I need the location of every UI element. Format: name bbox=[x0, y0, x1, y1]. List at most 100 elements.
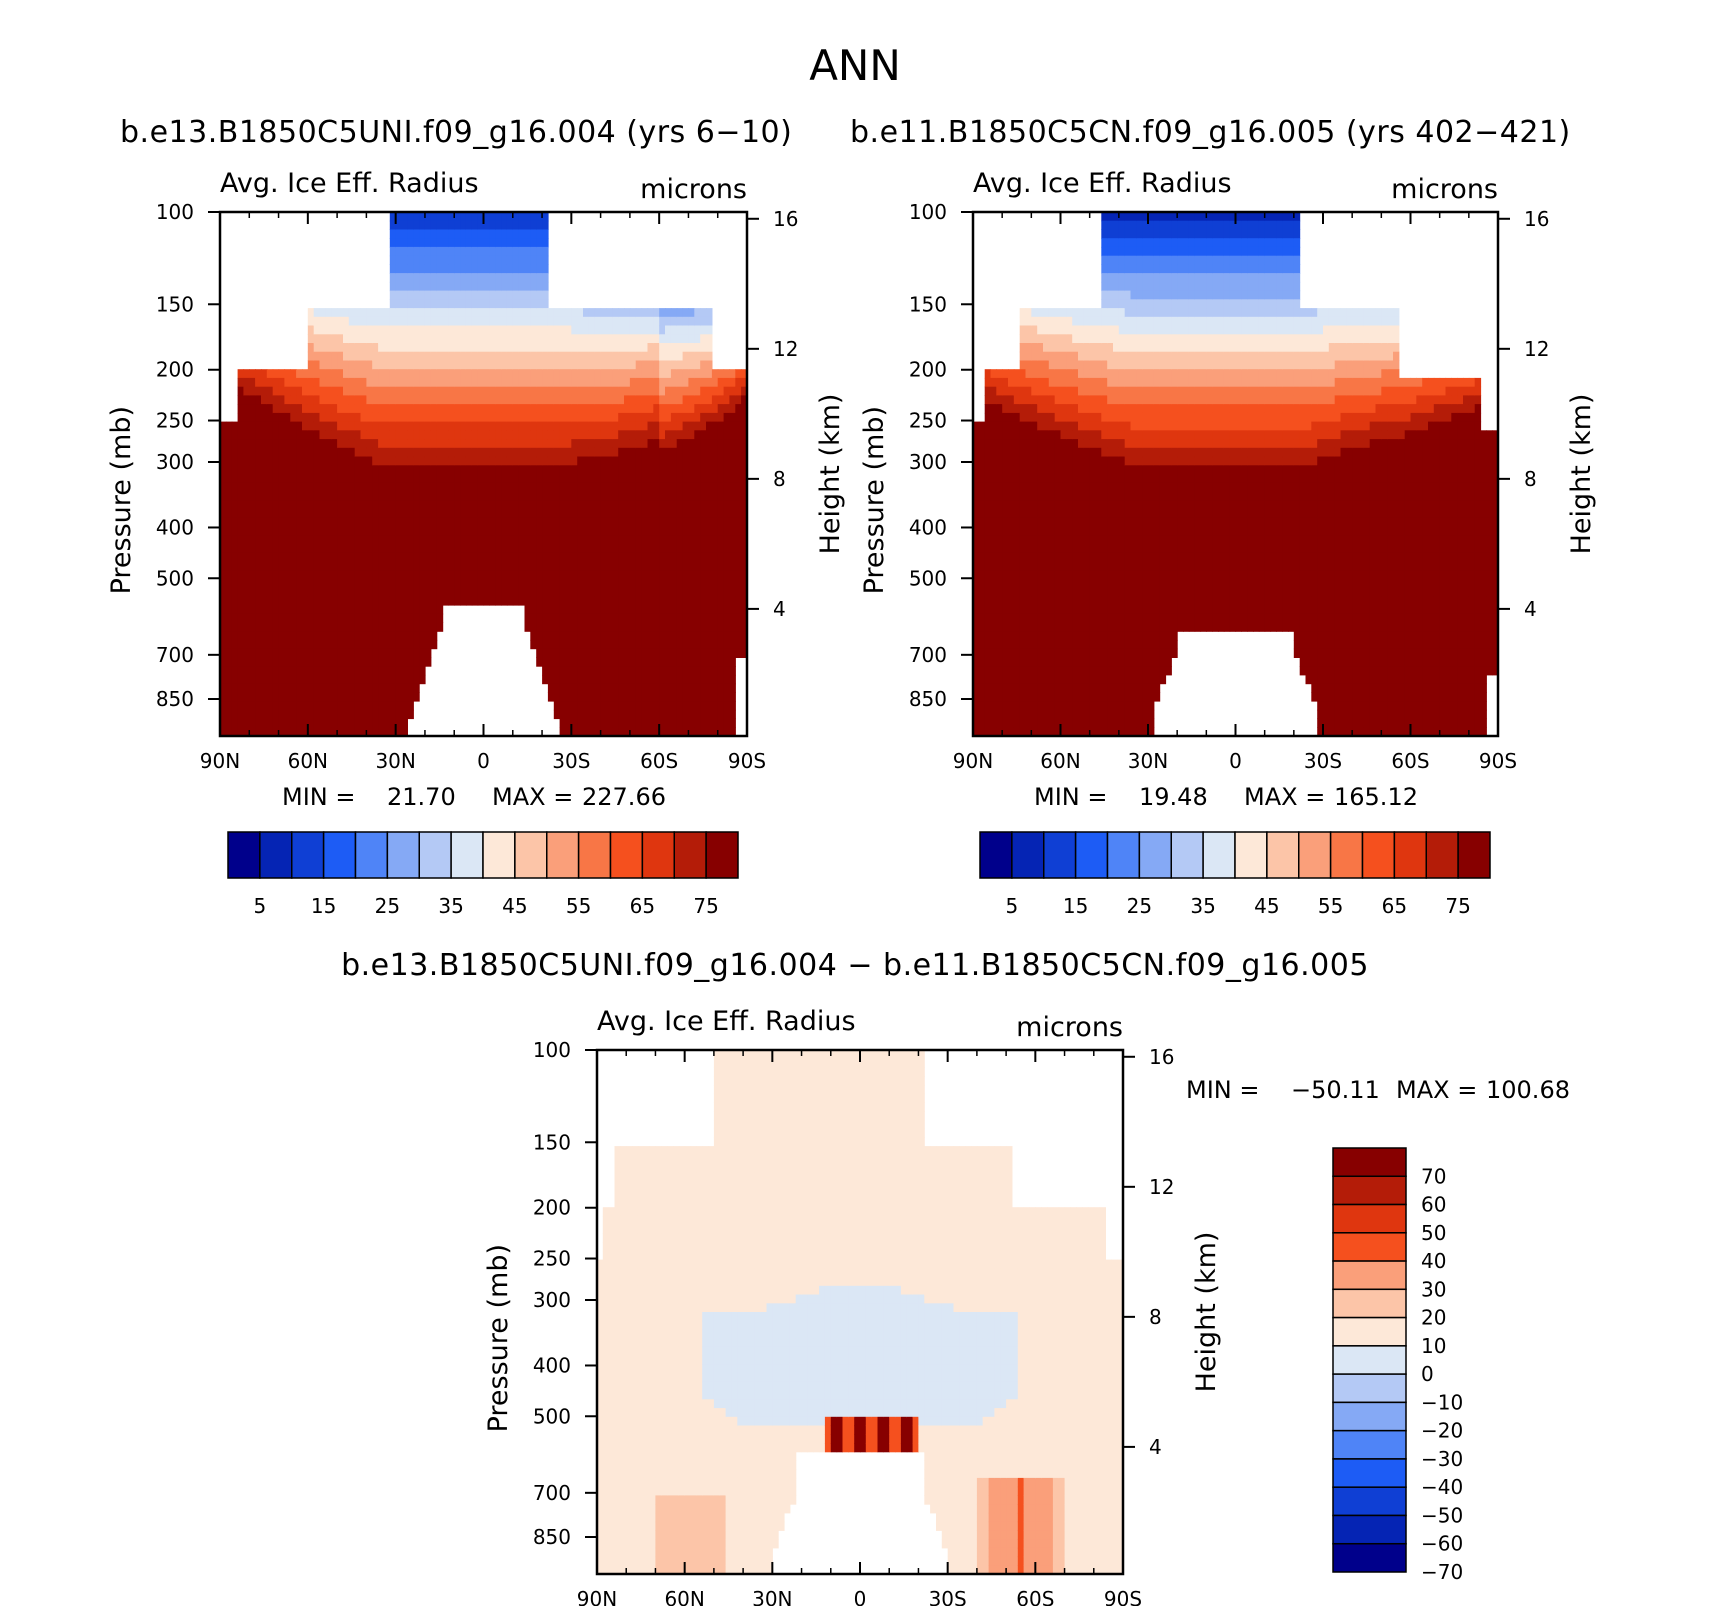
field-cell bbox=[366, 360, 373, 370]
field-cell bbox=[565, 543, 572, 554]
field-cell bbox=[729, 639, 736, 650]
field-cell bbox=[984, 657, 992, 667]
field-cell bbox=[413, 491, 420, 501]
field-cell bbox=[542, 439, 549, 449]
field-cell bbox=[717, 447, 725, 458]
field-cell bbox=[676, 334, 684, 344]
field-cell bbox=[436, 596, 444, 606]
field-cell bbox=[565, 421, 572, 431]
field-cell bbox=[436, 543, 444, 554]
field-cell bbox=[688, 343, 695, 353]
field-cell bbox=[594, 447, 602, 458]
field-cell bbox=[384, 369, 391, 379]
field-cell bbox=[1002, 535, 1009, 545]
field-cell bbox=[1025, 360, 1032, 370]
field-cell bbox=[448, 238, 455, 248]
field-cell bbox=[1019, 561, 1027, 571]
field-cell bbox=[1066, 508, 1073, 519]
field-cell bbox=[419, 613, 426, 623]
field-cell bbox=[641, 570, 649, 580]
field-cell bbox=[711, 692, 719, 702]
field-cell bbox=[588, 517, 596, 527]
field-cell bbox=[266, 508, 274, 519]
field-cell bbox=[272, 439, 280, 449]
field-cell bbox=[547, 587, 555, 597]
field-cell bbox=[360, 683, 367, 693]
field-cell bbox=[1031, 508, 1038, 519]
field-cell bbox=[1066, 334, 1073, 344]
field-cell bbox=[1008, 657, 1015, 667]
field-cell bbox=[471, 377, 479, 388]
field-cell bbox=[430, 613, 438, 623]
field-cell bbox=[366, 570, 373, 580]
field-cell bbox=[723, 622, 731, 632]
field-cell bbox=[501, 404, 508, 414]
field-cell bbox=[1002, 395, 1009, 405]
field-cell bbox=[389, 212, 397, 222]
field-cell bbox=[571, 631, 578, 641]
field-cell bbox=[629, 517, 637, 527]
field-cell bbox=[424, 334, 432, 344]
field-cell bbox=[307, 709, 315, 720]
field-cell bbox=[307, 666, 315, 676]
field-cell bbox=[676, 500, 684, 510]
field-cell bbox=[1008, 596, 1015, 606]
field-cell bbox=[547, 631, 555, 641]
field-cell bbox=[996, 508, 1003, 519]
field-cell bbox=[512, 334, 520, 344]
field-cell bbox=[629, 552, 637, 562]
field-cell bbox=[319, 639, 326, 650]
field-cell bbox=[978, 727, 986, 737]
field-cell bbox=[278, 508, 286, 519]
field-cell bbox=[984, 535, 992, 545]
field-cell bbox=[1031, 456, 1038, 466]
field-cell bbox=[641, 727, 649, 737]
field-cell bbox=[676, 439, 684, 449]
field-cell bbox=[624, 456, 631, 466]
field-cell bbox=[565, 631, 572, 641]
field-cell bbox=[682, 508, 690, 519]
field-cell bbox=[1048, 605, 1056, 615]
field-cell bbox=[307, 308, 315, 318]
field-cell bbox=[401, 255, 408, 265]
field-cell bbox=[424, 657, 432, 667]
field-cell bbox=[984, 412, 992, 423]
field-cell bbox=[360, 613, 367, 623]
field-cell bbox=[354, 412, 362, 423]
field-cell bbox=[442, 404, 449, 414]
field-cell bbox=[990, 377, 997, 388]
field-cell bbox=[1025, 613, 1032, 623]
field-cell bbox=[518, 552, 526, 562]
field-cell bbox=[706, 377, 713, 388]
field-cell bbox=[524, 482, 531, 492]
field-cell bbox=[518, 316, 526, 327]
field-cell bbox=[1037, 622, 1044, 632]
field-cell bbox=[629, 622, 637, 632]
field-cell bbox=[255, 482, 262, 492]
field-cell bbox=[454, 238, 461, 248]
field-cell bbox=[477, 491, 485, 501]
field-cell bbox=[594, 631, 602, 641]
field-cell bbox=[653, 430, 660, 440]
field-cell bbox=[220, 491, 227, 501]
field-cell bbox=[1048, 657, 1056, 667]
field-cell bbox=[448, 316, 455, 327]
field-cell bbox=[1025, 578, 1032, 589]
field-cell bbox=[665, 412, 672, 423]
field-cell bbox=[419, 578, 426, 589]
field-cell bbox=[583, 465, 590, 475]
field-cell bbox=[659, 351, 666, 361]
field-cell bbox=[302, 412, 309, 423]
field-cell bbox=[360, 657, 367, 667]
field-cell bbox=[424, 255, 432, 265]
field-cell bbox=[348, 535, 356, 545]
field-cell bbox=[1025, 377, 1032, 388]
field-cell bbox=[401, 701, 408, 711]
field-cell bbox=[395, 264, 403, 274]
field-cell bbox=[996, 465, 1003, 475]
field-cell bbox=[331, 526, 338, 536]
field-cell bbox=[360, 491, 367, 501]
field-cell bbox=[284, 596, 291, 606]
field-cell bbox=[973, 596, 980, 606]
field-cell bbox=[489, 343, 496, 353]
